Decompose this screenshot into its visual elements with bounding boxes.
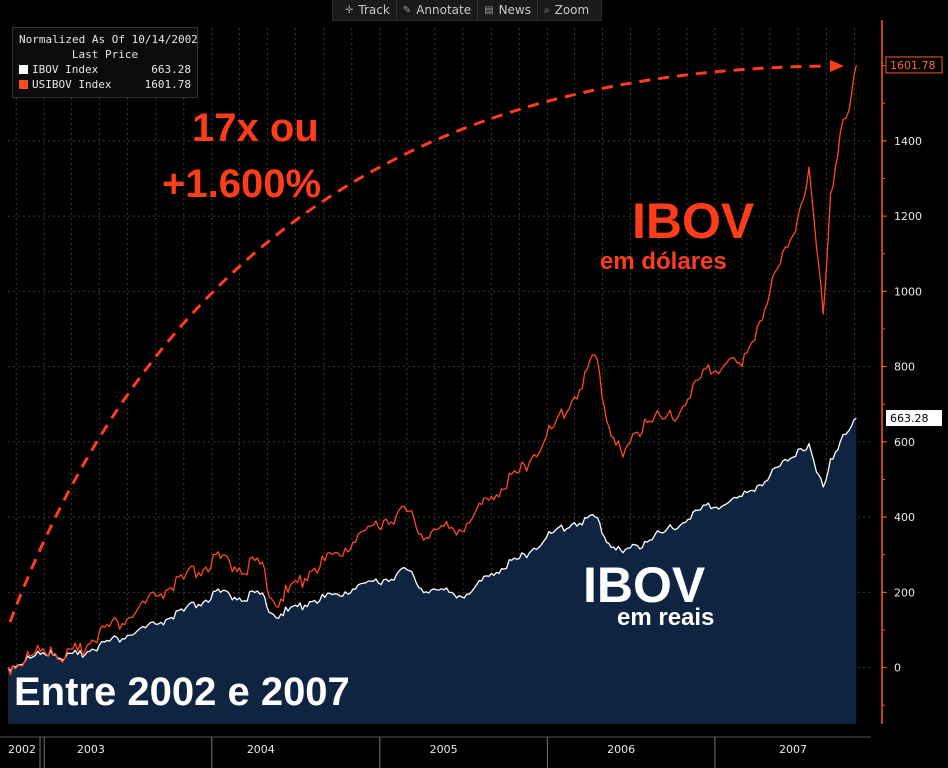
track-button[interactable]: ✛ Track (339, 0, 396, 20)
y-tick-label: 1200 (894, 210, 922, 223)
legend-value-ibov: 663.28 (151, 63, 191, 76)
y-tick-label: 400 (894, 511, 915, 524)
crosshair-icon: ✛ (345, 4, 354, 16)
last-value-ibov-box (886, 410, 942, 427)
track-label: Track (358, 3, 390, 17)
news-button[interactable]: ▤ News (477, 0, 537, 20)
news-label: News (498, 3, 531, 17)
zoom-button[interactable]: ⌕ Zoom (537, 0, 595, 20)
brl-series-subtitle: em reais (617, 604, 715, 631)
legend-swatch-usibov (19, 80, 28, 89)
x-tick-label: 2006 (607, 743, 635, 756)
growth-arrow-head (830, 60, 844, 72)
legend-header: Normalized As Of 10/14/2002 (19, 33, 198, 46)
chart-toolbar: ✛ Track ✎ Annotate ▤ News ⌕ Zoom (332, 0, 603, 21)
legend-name-usibov: USIBOV Index (32, 78, 112, 91)
legend-name-ibov: IBOV Index (32, 63, 99, 76)
x-tick-label: 2003 (77, 743, 105, 756)
chart-legend: Normalized As Of 10/14/2002 Last Price I… (12, 27, 198, 98)
series-line-ibov (7, 417, 857, 672)
zoom-label: Zoom (554, 3, 590, 17)
annotate-button[interactable]: ✎ Annotate (395, 0, 477, 20)
legend-entry-ibov: IBOV Index 663.28 (19, 62, 191, 77)
y-tick-label: 1000 (894, 285, 922, 298)
growth-arrow-line (8, 64, 829, 623)
last-value-ibov: 663.28 (890, 412, 929, 425)
usd-series-title: IBOV (632, 193, 755, 249)
x-tick-label: 2002 (8, 743, 36, 756)
y-tick-label: 1400 (894, 135, 922, 148)
last-value-usibov-box (885, 56, 943, 74)
x-tick-label: 2004 (247, 743, 275, 756)
series-line-usibov (7, 64, 857, 676)
y-tick-label: 0 (894, 662, 901, 675)
last-value-usibov: 1601.78 (890, 59, 936, 72)
y-tick-label: 800 (894, 361, 915, 374)
period-caption: Entre 2002 e 2007 (14, 670, 350, 714)
y-tick-label: 600 (894, 436, 915, 449)
series-area-ibov (8, 418, 857, 724)
legend-swatch-ibov (19, 65, 28, 74)
annotate-label: Annotate (416, 3, 472, 17)
pencil-icon: ✎ (402, 4, 412, 16)
legend-value-usibov: 1601.78 (144, 78, 191, 91)
y-tick-label: 200 (894, 586, 915, 599)
usd-series-subtitle: em dólares (600, 248, 727, 275)
x-tick-label: 2007 (779, 743, 807, 756)
gain-annotation-line2: +1.600% (162, 162, 322, 206)
legend-entry-usibov: USIBOV Index 1601.78 (19, 77, 191, 92)
magnifier-icon: ⌕ (544, 4, 550, 16)
newspaper-icon: ▤ (484, 4, 494, 16)
brl-series-title: IBOV (583, 557, 706, 613)
gain-annotation-line1: 17x ou (192, 106, 319, 150)
legend-subheader: Last Price (71, 48, 139, 61)
x-tick-label: 2005 (430, 743, 458, 756)
